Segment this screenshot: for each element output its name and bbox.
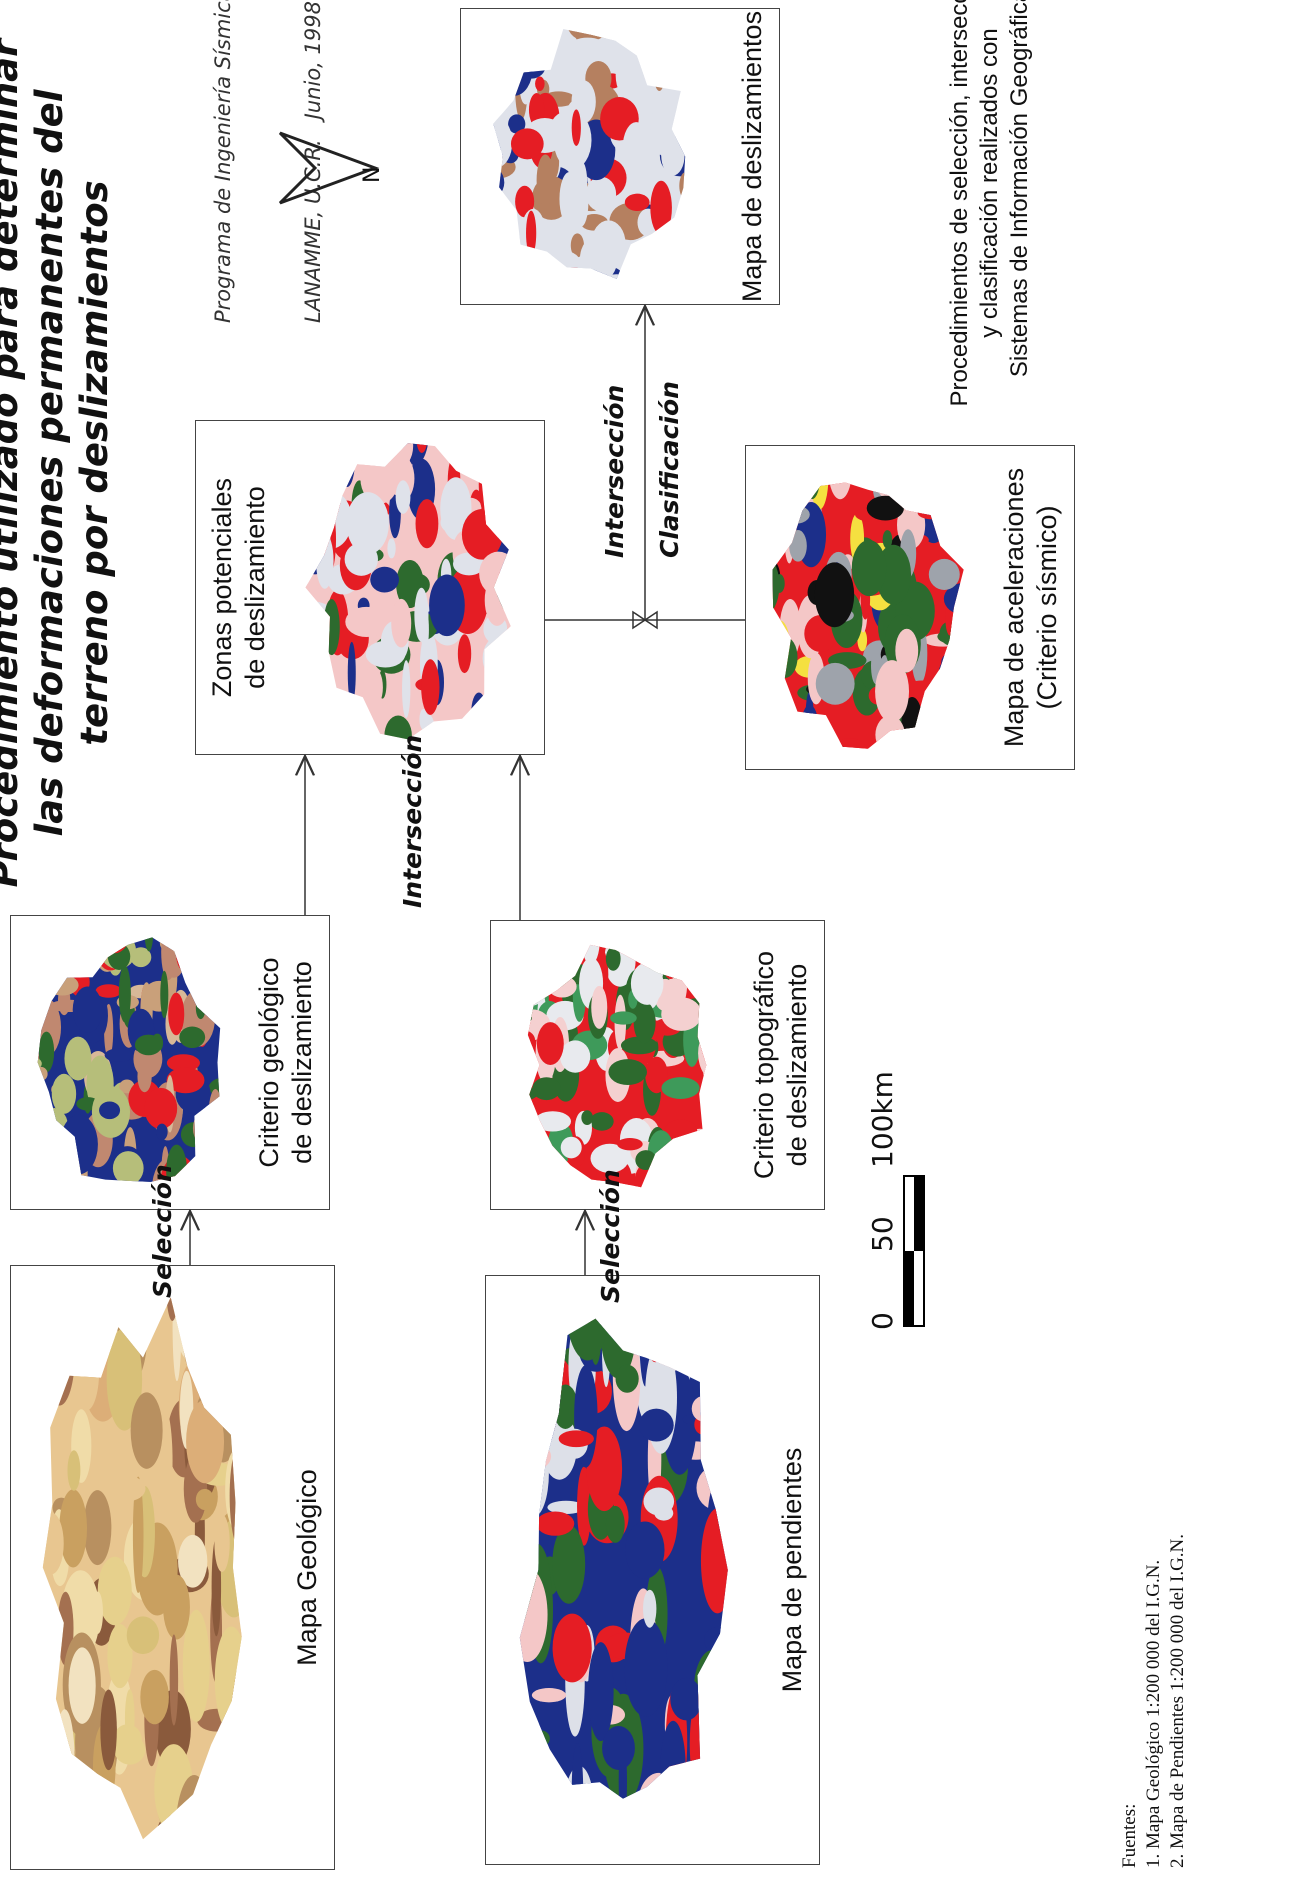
source-line: 2. Mapa de Pendientes 1:200 000 del I.G.… <box>1166 1534 1190 1868</box>
edge-label: Intersección <box>398 735 427 908</box>
sources: Fuentes: 1. Mapa Geológico 1:200 000 del… <box>1118 1534 1190 1868</box>
scale-label: 0 <box>866 1312 899 1330</box>
edge-label: Selección <box>596 1169 625 1303</box>
scale-label: 100km <box>866 1071 899 1168</box>
edge-label: Selección <box>148 1164 177 1298</box>
note: Procedimientos de selección, intersecció… <box>945 0 1035 503</box>
scale-bar <box>903 1171 927 1327</box>
source-line: 1. Mapa Geológico 1:200 000 del I.G.N. <box>1142 1534 1166 1868</box>
note-line: Sistemas de Información Geográfica <box>1005 0 1035 503</box>
diagram: Procedimiento utilizado para determinar … <box>0 0 1302 1883</box>
note-line: Procedimientos de selección, intersecció… <box>945 0 975 503</box>
edge-label: Clasificación <box>655 381 684 558</box>
page: Procedimiento utilizado para determinar … <box>0 0 1302 1883</box>
connectors <box>0 0 1302 1883</box>
scale-label: 50 <box>866 1216 899 1252</box>
note-line: y clasificación realizados con <box>975 0 1005 503</box>
source-line: Fuentes: <box>1118 1534 1142 1868</box>
edge-label: Intersección <box>600 385 629 558</box>
